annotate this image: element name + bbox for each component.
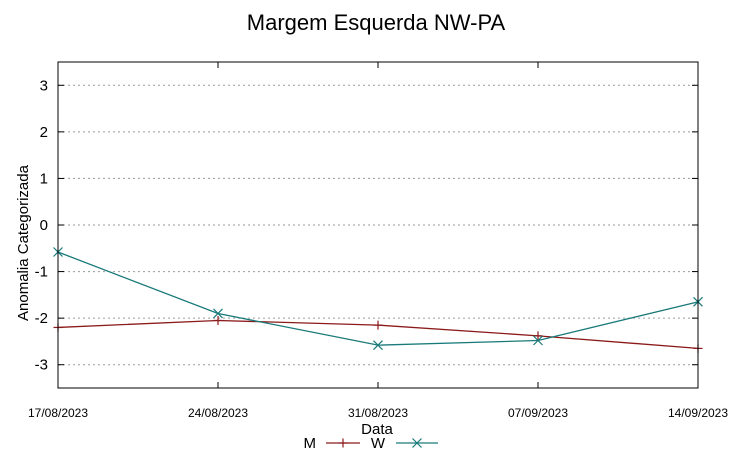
chart-title: Margem Esquerda NW-PA [247, 10, 506, 35]
x-axis-label: Data [361, 421, 393, 438]
grid-lines [58, 84, 698, 366]
y-tick-label: -1 [35, 264, 48, 281]
data-point-m [373, 320, 383, 330]
y-tick-label: 1 [40, 170, 48, 187]
x-tick-label: 24/08/2023 [188, 406, 248, 420]
x-tick-label: 31/08/2023 [348, 406, 408, 420]
legend-marker-m [338, 438, 348, 448]
data-point-w [373, 340, 383, 351]
x-tick-label: 14/09/2023 [668, 406, 728, 420]
x-tick-label: 17/08/2023 [28, 406, 88, 420]
series-layer [53, 247, 703, 353]
legend-label-w: W [371, 435, 386, 452]
y-tick-label: 3 [40, 77, 48, 94]
x-axis-ticks: 17/08/2023 24/08/2023 31/08/2023 07/09/2023… [28, 62, 728, 420]
data-point-w [213, 308, 223, 319]
y-tick-label: -3 [35, 357, 48, 374]
x-tick-label: 07/09/2023 [508, 406, 568, 420]
series-line-w [57, 251, 699, 346]
data-point-w [533, 335, 543, 346]
y-axis-label: Anomalia Categorizada [15, 164, 32, 321]
legend-label-m: M [304, 435, 317, 452]
data-point-m [533, 331, 543, 341]
data-point-m [213, 315, 223, 325]
y-tick-label: 0 [40, 217, 48, 234]
y-tick-label: 2 [40, 124, 48, 141]
y-tick-label: -2 [35, 310, 48, 327]
y-axis-ticks: -3 -2 -1 0 1 2 3 [35, 77, 698, 374]
legend-marker-w [412, 438, 422, 448]
